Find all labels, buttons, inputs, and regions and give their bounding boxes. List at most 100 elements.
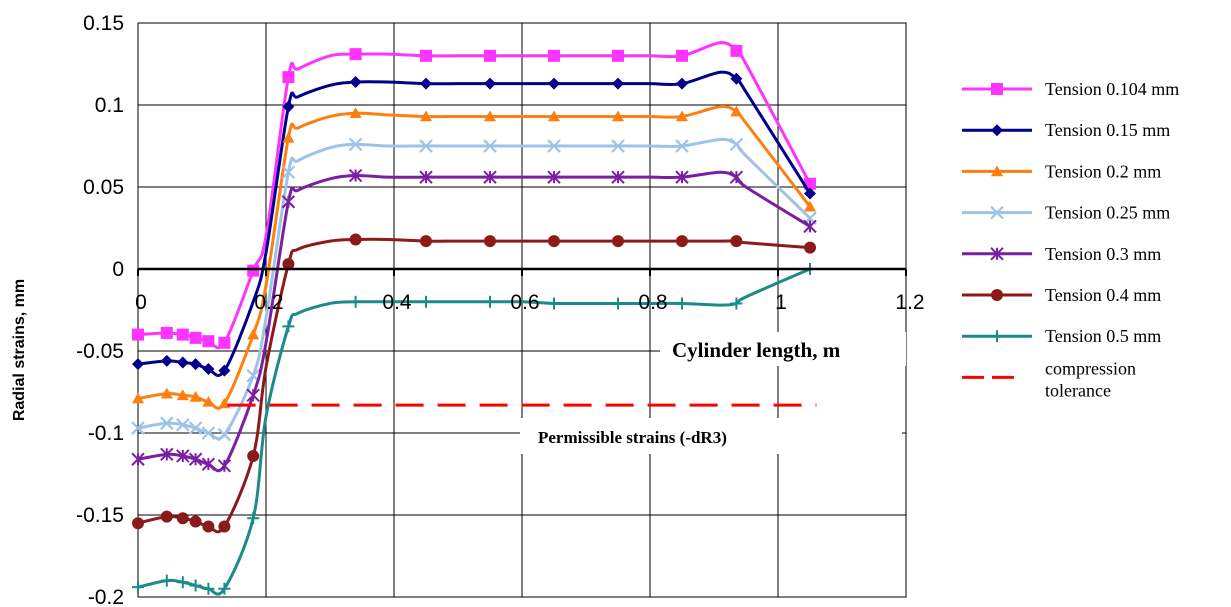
data-point [218, 336, 231, 349]
annotation-bg [660, 332, 906, 366]
data-point [483, 170, 497, 184]
data-point [484, 235, 496, 248]
data-point [420, 235, 432, 248]
data-point [217, 459, 232, 473]
data-point [484, 49, 496, 62]
legend-label: Tension 0.2 mm [1045, 161, 1161, 181]
data-point [611, 170, 625, 184]
data-point [349, 233, 362, 246]
data-point [730, 235, 743, 248]
legend-marker [991, 330, 1003, 343]
data-point [217, 427, 232, 442]
data-point [420, 295, 432, 308]
data-point [729, 137, 744, 152]
data-point [676, 110, 688, 122]
y-tick-label: 0.05 [83, 176, 124, 199]
data-point [160, 447, 174, 462]
y-tick-label: 0 [112, 258, 124, 281]
data-point [349, 76, 362, 89]
data-point [160, 326, 173, 339]
legend-item: Tension 0.5 mm [962, 326, 1161, 346]
data-point [484, 295, 496, 308]
data-point [675, 170, 689, 184]
data-point [281, 165, 296, 180]
data-point [676, 49, 688, 62]
data-point [218, 364, 231, 377]
permissible-strains-label: Permissible strains (-dR3) [538, 428, 727, 447]
data-point [676, 297, 688, 310]
data-point [483, 139, 497, 153]
data-point [202, 363, 215, 376]
legend-label: Tension 0.104 mm [1045, 79, 1179, 99]
data-point [548, 297, 560, 310]
data-point [247, 264, 260, 277]
data-point [188, 452, 203, 466]
data-point [281, 195, 296, 209]
series-5 [131, 168, 817, 473]
series-7 [132, 263, 816, 596]
legend: Tension 0.104 mm Tension 0.15 mm Tension 0… [962, 79, 1179, 400]
data-point [547, 139, 561, 153]
data-point [176, 449, 190, 463]
legend-label: compression tolerance [1045, 358, 1136, 400]
x-axis [137, 267, 907, 276]
data-point [176, 328, 189, 341]
data-point [611, 139, 625, 153]
data-point [201, 457, 216, 471]
data-point [484, 110, 496, 122]
data-point [548, 49, 560, 62]
data-point [612, 77, 624, 90]
legend-marker [990, 205, 1004, 220]
data-point [132, 581, 144, 594]
data-point [202, 520, 215, 533]
series-4 [131, 137, 817, 442]
data-point [419, 139, 433, 153]
y-tick-label: -0.05 [76, 340, 124, 363]
data-point [202, 395, 215, 407]
data-point [730, 72, 743, 85]
data-point [176, 576, 189, 589]
data-point [202, 335, 215, 348]
data-point [548, 110, 560, 122]
data-point [282, 258, 295, 271]
data-point [160, 387, 173, 399]
legend-marker [991, 124, 1003, 137]
legend-item: Tension 0.104 mm [962, 79, 1179, 99]
data-point [676, 77, 688, 90]
x-axis-label: Cylinder length, m [672, 338, 841, 362]
data-point [484, 77, 496, 90]
data-point [160, 574, 173, 587]
data-point [132, 392, 144, 404]
data-point [132, 358, 144, 371]
data-point [730, 105, 743, 117]
data-point [246, 388, 260, 402]
series-1 [132, 41, 816, 350]
data-point [676, 235, 688, 248]
x-tick-label: 1.2 [895, 291, 924, 314]
legend-marker [991, 165, 1003, 177]
y-tick-label: -0.2 [88, 586, 124, 607]
data-point [176, 389, 189, 401]
data-point [247, 449, 260, 462]
data-point [730, 44, 743, 57]
x-tick-label: 0.2 [254, 291, 283, 314]
data-point [804, 241, 816, 254]
series-group [131, 41, 817, 596]
data-point [176, 418, 190, 432]
data-point [218, 397, 231, 409]
legend-marker [991, 83, 1003, 95]
data-point [132, 517, 144, 530]
legend-item: Tension 0.3 mm [962, 244, 1161, 264]
data-point [548, 235, 560, 248]
data-point [612, 110, 624, 122]
data-point [189, 515, 202, 528]
data-point [131, 452, 145, 466]
legend-label: Tension 0.3 mm [1045, 244, 1161, 264]
data-point [612, 235, 624, 248]
data-point [420, 77, 432, 90]
data-point [131, 421, 145, 435]
data-point [348, 168, 363, 183]
y-tick-labels: 0.15 0.1 0.05 0 -0.05 -0.1 -0.15 -0.2 [76, 12, 124, 607]
legend-item: Tension 0.15 mm [962, 120, 1170, 140]
